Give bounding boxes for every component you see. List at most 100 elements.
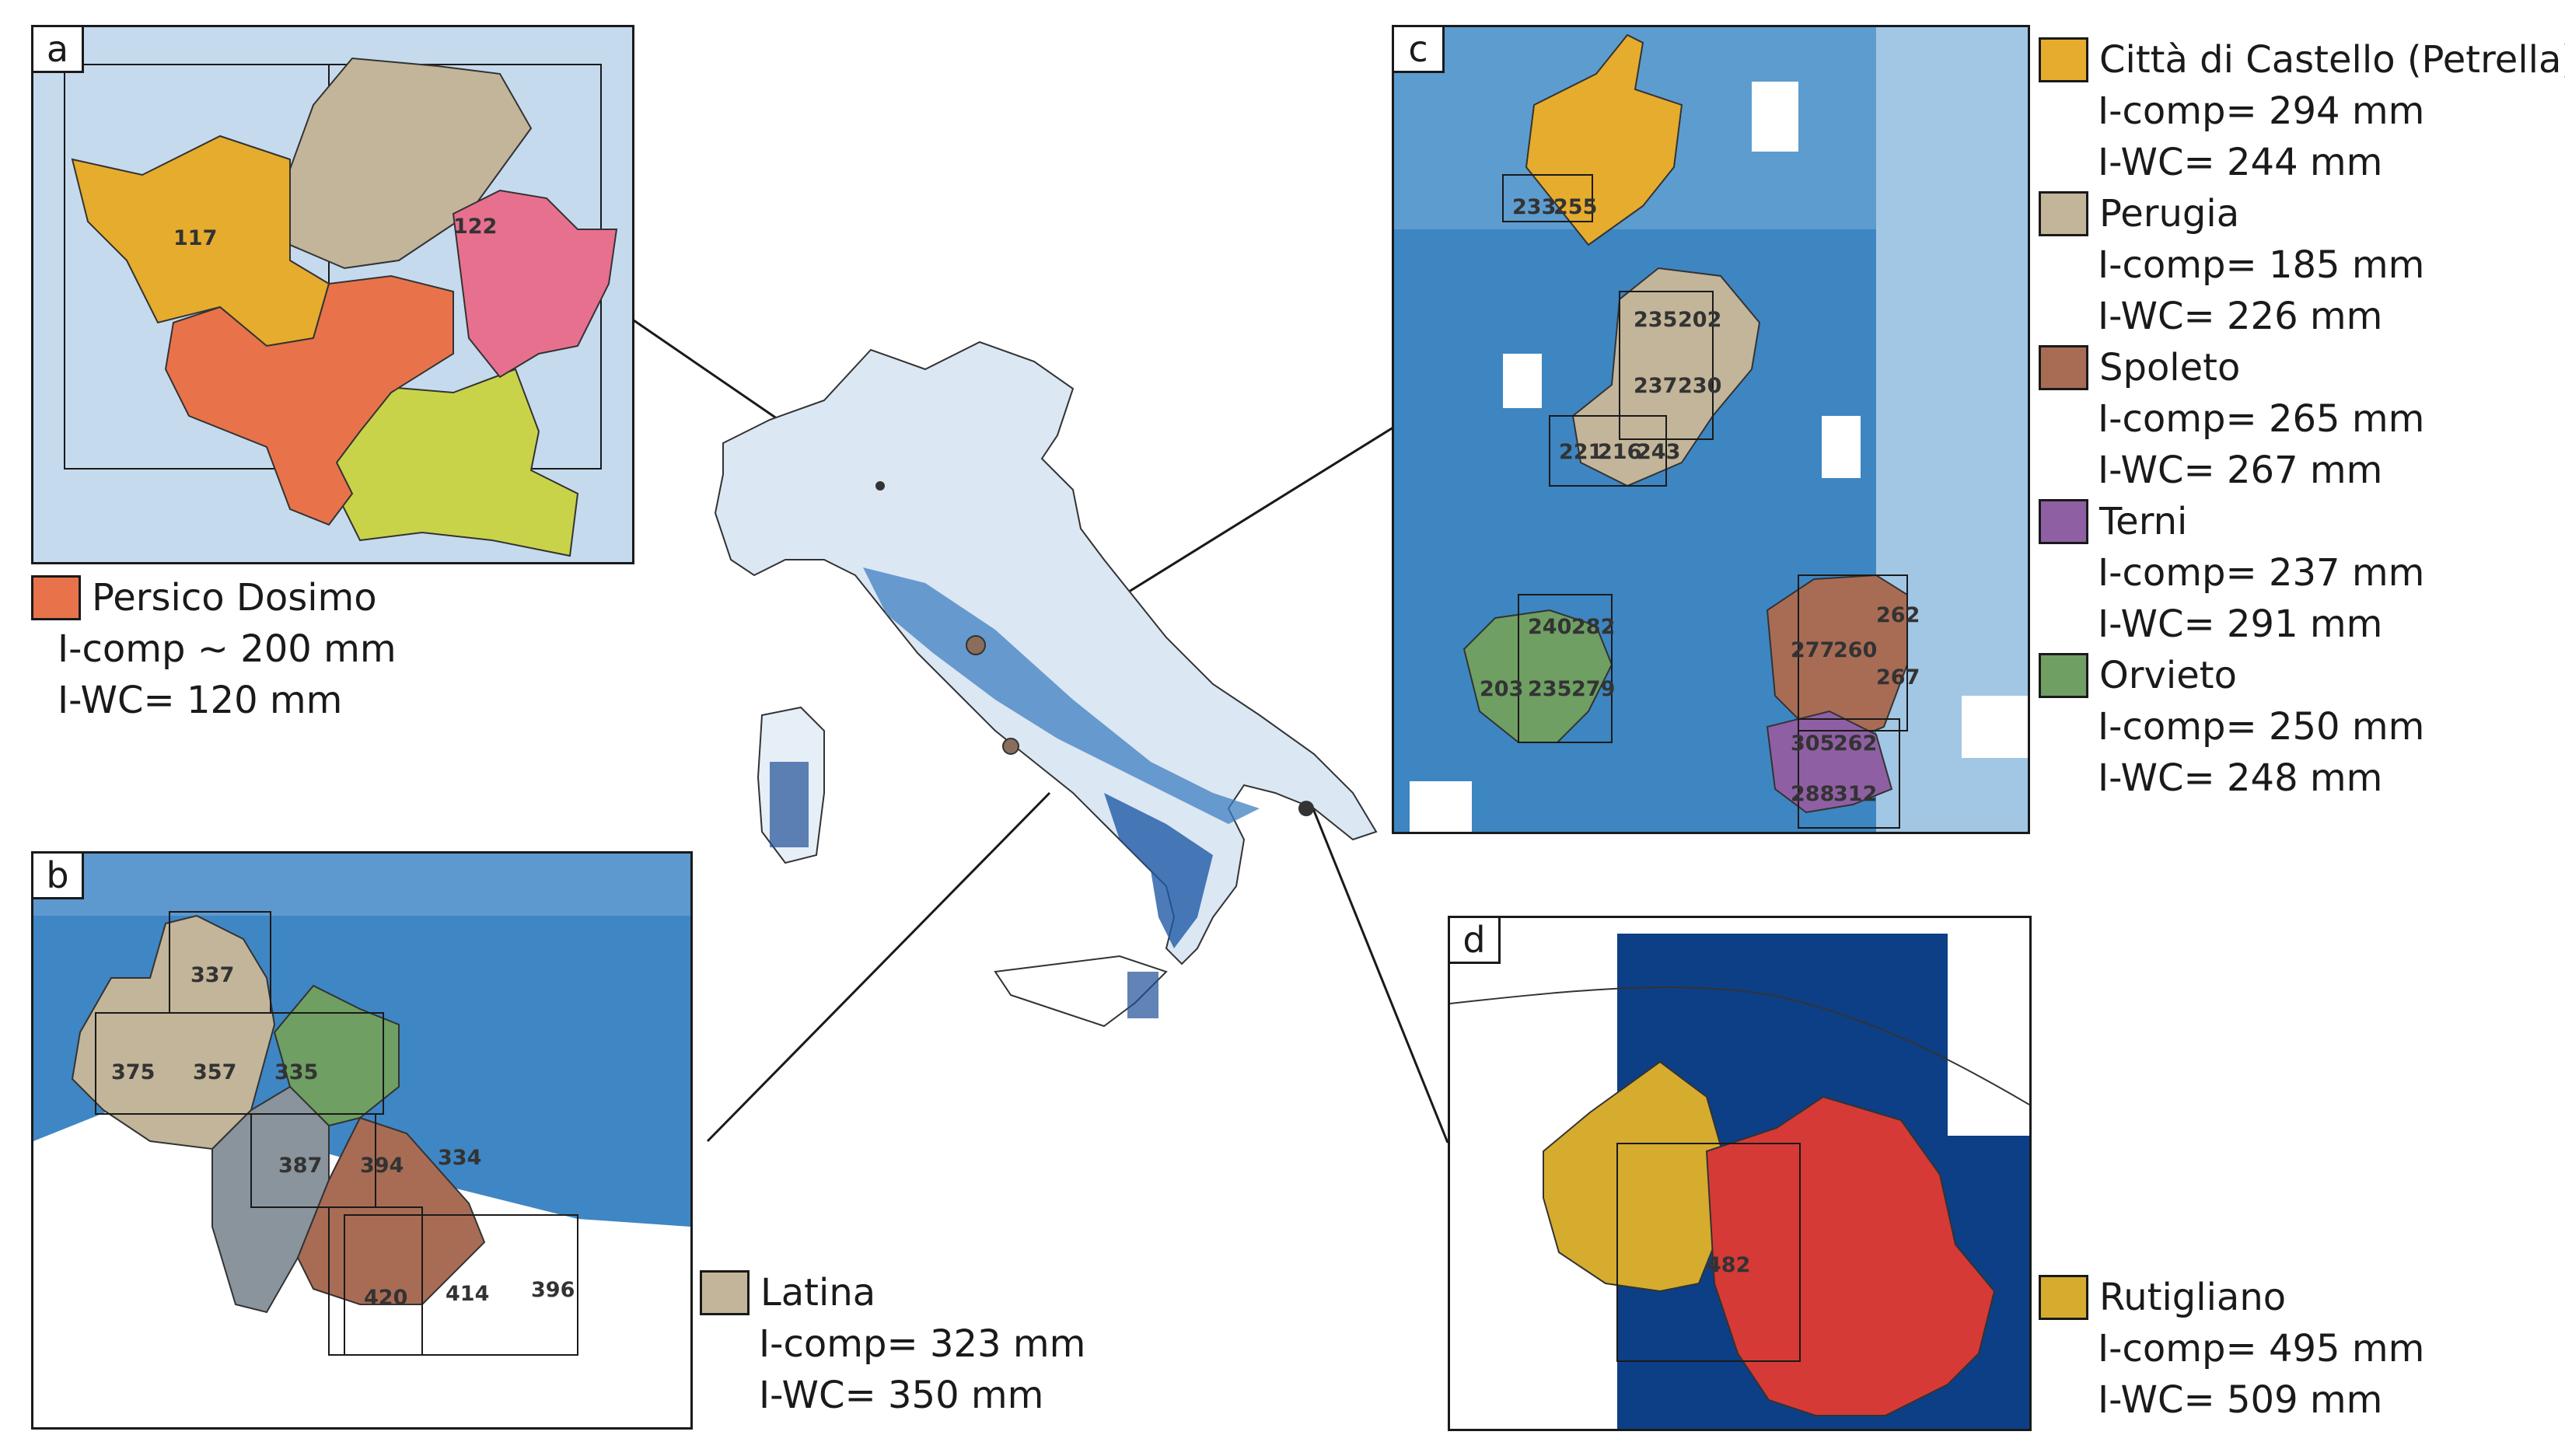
cell-117: 117 [173, 226, 217, 250]
zone-rutigliano [1543, 1060, 1724, 1293]
site-umbria [966, 635, 986, 655]
zone-red [1705, 1095, 1996, 1416]
cell-221: 221 [1559, 440, 1602, 464]
cell-375: 375 [111, 1060, 155, 1084]
sicily-data [1127, 972, 1158, 1018]
legend-a-name: Persico Dosimo [92, 576, 377, 620]
panel-b-map: 337 375 357 335 387 394 334 420 414 396 [33, 854, 690, 1427]
legend-c-4-name: Orvieto [2099, 654, 2237, 697]
panel-a-label: a [33, 27, 84, 73]
cell-240: 240 [1528, 615, 1571, 639]
cell-237: 237 [1634, 374, 1677, 398]
cell-235b: 235 [1528, 677, 1571, 701]
legend-b-iwc: I-WC= 350 mm [759, 1374, 1044, 1417]
zone-spoleto [1766, 574, 1908, 744]
legend-a-icomp: I-comp ~ 200 mm [58, 627, 397, 671]
legend-c-4-icomp: I-comp= 250 mm [2098, 705, 2425, 749]
zone-citta [1525, 33, 1683, 246]
legend-d: Rutigliano I-comp= 495 mm I-WC= 509 mm [2039, 1272, 2424, 1426]
site-latina [1002, 738, 1019, 755]
cell-260: 260 [1833, 638, 1877, 662]
swatch-spoleto [2039, 345, 2088, 390]
cell-387: 387 [278, 1154, 322, 1178]
legend-c-4-iwc: I-WC= 248 mm [2098, 756, 2383, 800]
cell-243: 243 [1637, 440, 1680, 464]
legend-c-2-icomp: I-comp= 265 mm [2098, 397, 2425, 441]
legend-a: Persico Dosimo I-comp ~ 200 mm I-WC= 120… [31, 572, 397, 726]
legend-c-2-iwc: I-WC= 267 mm [2098, 449, 2383, 492]
swatch-citta [2039, 37, 2088, 82]
cell-482: 482 [1707, 1253, 1750, 1277]
legend-b-name: Latina [760, 1271, 876, 1315]
cell-357: 357 [193, 1060, 236, 1084]
italy-south-band [1104, 793, 1213, 948]
panel-d-map: 482 [1450, 918, 2029, 1429]
legend-a-iwc: I-WC= 120 mm [58, 679, 343, 722]
cell-216: 216 [1598, 440, 1641, 464]
legend-c-0-icomp: I-comp= 294 mm [2098, 89, 2425, 133]
swatch-persico [31, 575, 81, 620]
italy-map [714, 340, 1378, 1028]
cell-233: 233 [1512, 195, 1556, 219]
panel-a: a 117 122 [31, 25, 634, 564]
panel-c-map: 233 255 235 202 237 230 221 216 243 240 … [1394, 27, 2028, 832]
cell-262b: 262 [1833, 731, 1877, 756]
cell-288: 288 [1791, 782, 1834, 806]
legend-c-2-name: Spoleto [2099, 346, 2241, 389]
cell-337: 337 [190, 963, 234, 987]
cell-235a: 235 [1634, 308, 1677, 332]
cell-414: 414 [446, 1282, 489, 1306]
legend-b-icomp: I-comp= 323 mm [759, 1322, 1086, 1366]
site-persico [875, 481, 885, 491]
cell-334: 334 [438, 1146, 481, 1170]
cell-396: 396 [531, 1278, 575, 1302]
cell-122: 122 [453, 215, 497, 239]
panel-b: b 337 375 357 335 387 394 334 420 414 39… [31, 851, 693, 1430]
panel-c: c 233 255 235 202 237 230 221 216 243 24 [1392, 25, 2030, 834]
cell-305: 305 [1791, 731, 1834, 756]
swatch-terni [2039, 499, 2088, 544]
legend-c-1-iwc: I-WC= 226 mm [2098, 295, 2383, 338]
cell-279: 279 [1571, 677, 1615, 701]
sardinia-data [770, 762, 809, 847]
cell-282: 282 [1571, 615, 1615, 639]
italy-mainland [714, 340, 1378, 965]
panel-d: d 482 [1448, 916, 2032, 1431]
swatch-latina [700, 1270, 750, 1315]
panel-b-label: b [33, 854, 84, 899]
legend-c-3-name: Terni [2099, 500, 2188, 543]
cell-262a: 262 [1876, 603, 1920, 627]
cell-255: 255 [1553, 195, 1597, 219]
cell-394: 394 [360, 1154, 404, 1178]
legend-d-iwc: I-WC= 509 mm [2098, 1378, 2383, 1422]
italy-center-band [863, 567, 1260, 824]
swatch-perugia [2039, 191, 2088, 236]
zone-orvieto [1462, 609, 1613, 743]
zone-orange [164, 274, 454, 526]
panel-c-label: c [1394, 27, 1445, 73]
legend-c: Città di Castello (Petrella) I-comp= 294… [2039, 34, 2565, 804]
legend-c-3-icomp: I-comp= 237 mm [2098, 551, 2425, 595]
panel-a-map: 117 122 [33, 27, 632, 562]
legend-c-1-icomp: I-comp= 185 mm [2098, 243, 2425, 287]
legend-b: Latina I-comp= 323 mm I-WC= 350 mm [700, 1267, 1085, 1421]
cell-203: 203 [1480, 677, 1523, 701]
panel-d-label: d [1450, 918, 1501, 964]
swatch-rutigliano [2039, 1275, 2088, 1320]
cell-230: 230 [1678, 374, 1721, 398]
legend-c-0-name: Città di Castello (Petrella) [2099, 38, 2565, 82]
cell-312: 312 [1833, 782, 1877, 806]
cell-335: 335 [274, 1060, 318, 1084]
legend-c-1-name: Perugia [2099, 192, 2240, 236]
zone-olive [336, 368, 579, 557]
legend-d-name: Rutigliano [2099, 1276, 2287, 1319]
legend-c-3-iwc: I-WC= 291 mm [2098, 602, 2383, 646]
site-rutigliano [1298, 801, 1314, 816]
legend-c-0-iwc: I-WC= 244 mm [2098, 141, 2383, 184]
zone-beige [281, 57, 533, 270]
cell-267: 267 [1876, 665, 1920, 690]
cell-277: 277 [1791, 638, 1834, 662]
swatch-orvieto [2039, 653, 2088, 698]
cell-202: 202 [1678, 308, 1721, 332]
legend-d-icomp: I-comp= 495 mm [2098, 1327, 2425, 1370]
